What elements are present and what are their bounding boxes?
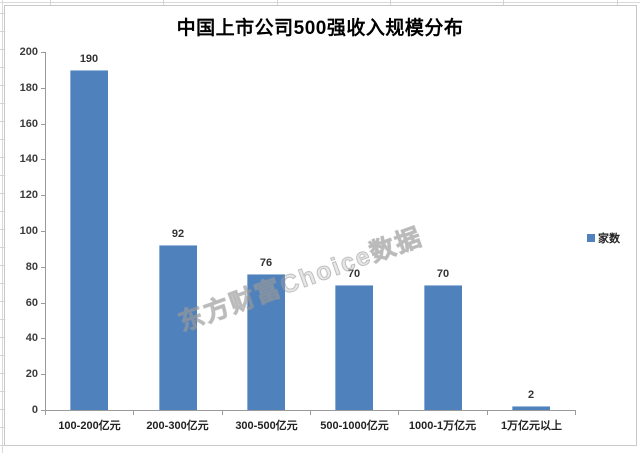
y-axis-tick xyxy=(41,302,45,304)
spreadsheet-tick xyxy=(277,0,278,5)
spreadsheet-tick xyxy=(0,319,5,320)
y-axis-tick xyxy=(41,338,45,340)
spreadsheet-tick xyxy=(0,265,5,266)
bar-value-label: 190 xyxy=(79,53,99,65)
x-axis-tick xyxy=(575,411,576,415)
x-axis-tick xyxy=(45,411,46,415)
y-axis-tick xyxy=(41,159,45,161)
bar-value-label: 2 xyxy=(527,389,535,401)
spreadsheet-tick xyxy=(50,0,51,5)
y-axis-line xyxy=(45,52,46,410)
spreadsheet-gridline-top xyxy=(0,2,640,3)
y-axis-tick xyxy=(41,266,45,268)
spreadsheet-tick xyxy=(0,49,5,50)
y-axis-tick xyxy=(41,87,45,89)
bar-value-label: 92 xyxy=(171,228,185,240)
y-axis-tick xyxy=(41,374,45,376)
y-axis-tick xyxy=(41,231,45,232)
chart-title: 中国上市公司500强收入规模分布 xyxy=(176,18,464,39)
bar-1000-1万亿元 xyxy=(424,285,462,410)
y-axis-tick-label: 0 xyxy=(31,404,38,416)
spreadsheet-tick xyxy=(0,409,5,410)
y-axis-tick-label: 40 xyxy=(25,332,38,345)
spreadsheet-tick xyxy=(0,283,5,284)
x-axis-line xyxy=(45,410,576,411)
x-axis-category-label: 300-500亿元 xyxy=(235,420,298,432)
bar-value-label: 76 xyxy=(259,257,273,269)
spreadsheet-tick xyxy=(0,157,5,158)
y-axis-tick-label: 180 xyxy=(19,81,38,94)
bar-value-label: 70 xyxy=(436,268,450,280)
x-axis-tick xyxy=(398,411,400,415)
spreadsheet-tick xyxy=(0,373,5,374)
y-axis-tick-label: 100 xyxy=(19,225,38,237)
spreadsheet-tick xyxy=(0,301,5,302)
x-axis-tick xyxy=(310,411,311,415)
x-axis-category-label: 200-300亿元 xyxy=(146,420,209,432)
bar-300-500亿元 xyxy=(247,274,285,410)
bar-500-1000亿元 xyxy=(335,285,373,410)
x-axis-tick xyxy=(486,411,488,415)
spreadsheet-gridline-left xyxy=(2,0,3,453)
spreadsheet-tick xyxy=(617,0,618,5)
x-axis-tick xyxy=(221,411,223,415)
y-axis-tick-label: 20 xyxy=(25,368,38,381)
x-axis-category-label: 1万亿元以上 xyxy=(500,420,563,432)
spreadsheet-tick xyxy=(503,0,504,5)
spreadsheet-tick xyxy=(0,211,5,212)
spreadsheet-tick xyxy=(0,229,5,230)
y-axis-tick-label: 80 xyxy=(25,260,38,273)
spreadsheet-tick xyxy=(390,0,391,5)
spreadsheet-tick xyxy=(0,247,5,248)
spreadsheet-tick xyxy=(0,67,5,68)
spreadsheet-tick xyxy=(0,103,5,104)
legend-swatch-icon xyxy=(587,234,595,242)
spreadsheet-tick xyxy=(0,175,5,176)
spreadsheet-tick xyxy=(0,391,5,392)
y-axis-tick xyxy=(41,410,45,411)
spreadsheet-tick xyxy=(0,355,5,356)
spreadsheet-tick xyxy=(163,0,164,5)
y-axis-tick-label: 200 xyxy=(19,46,38,58)
y-axis-tick-label: 60 xyxy=(25,296,38,309)
spreadsheet-tick xyxy=(0,13,5,14)
y-axis-tick-label: 120 xyxy=(19,189,38,202)
bar-1万亿元以上 xyxy=(512,406,550,410)
spreadsheet-tick xyxy=(0,139,5,140)
x-axis-category-label: 100-200亿元 xyxy=(58,420,121,432)
spreadsheet-tick xyxy=(0,427,5,428)
spreadsheet-tick xyxy=(0,121,5,122)
x-axis-tick xyxy=(133,411,135,415)
y-axis-tick xyxy=(41,123,45,125)
spreadsheet-tick xyxy=(0,337,5,338)
x-axis-category-label: 500-1000亿元 xyxy=(320,420,389,432)
y-axis-tick-label: 140 xyxy=(19,153,38,166)
chart-frame xyxy=(4,5,637,446)
x-axis-category-label: 1000-1万亿元 xyxy=(408,420,477,432)
bar-100-200亿元 xyxy=(70,70,108,410)
bar-200-300亿元 xyxy=(159,245,197,410)
bar-value-label: 70 xyxy=(347,268,361,280)
y-axis-tick xyxy=(41,52,45,53)
spreadsheet-tick xyxy=(0,85,5,86)
spreadsheet-tick xyxy=(0,31,5,32)
legend: 家数 xyxy=(587,230,620,246)
legend-label: 家数 xyxy=(598,233,620,245)
y-axis-tick xyxy=(41,195,45,197)
spreadsheet-tick xyxy=(0,445,5,446)
spreadsheet-tick xyxy=(0,193,5,194)
y-axis-tick-label: 160 xyxy=(19,117,38,130)
